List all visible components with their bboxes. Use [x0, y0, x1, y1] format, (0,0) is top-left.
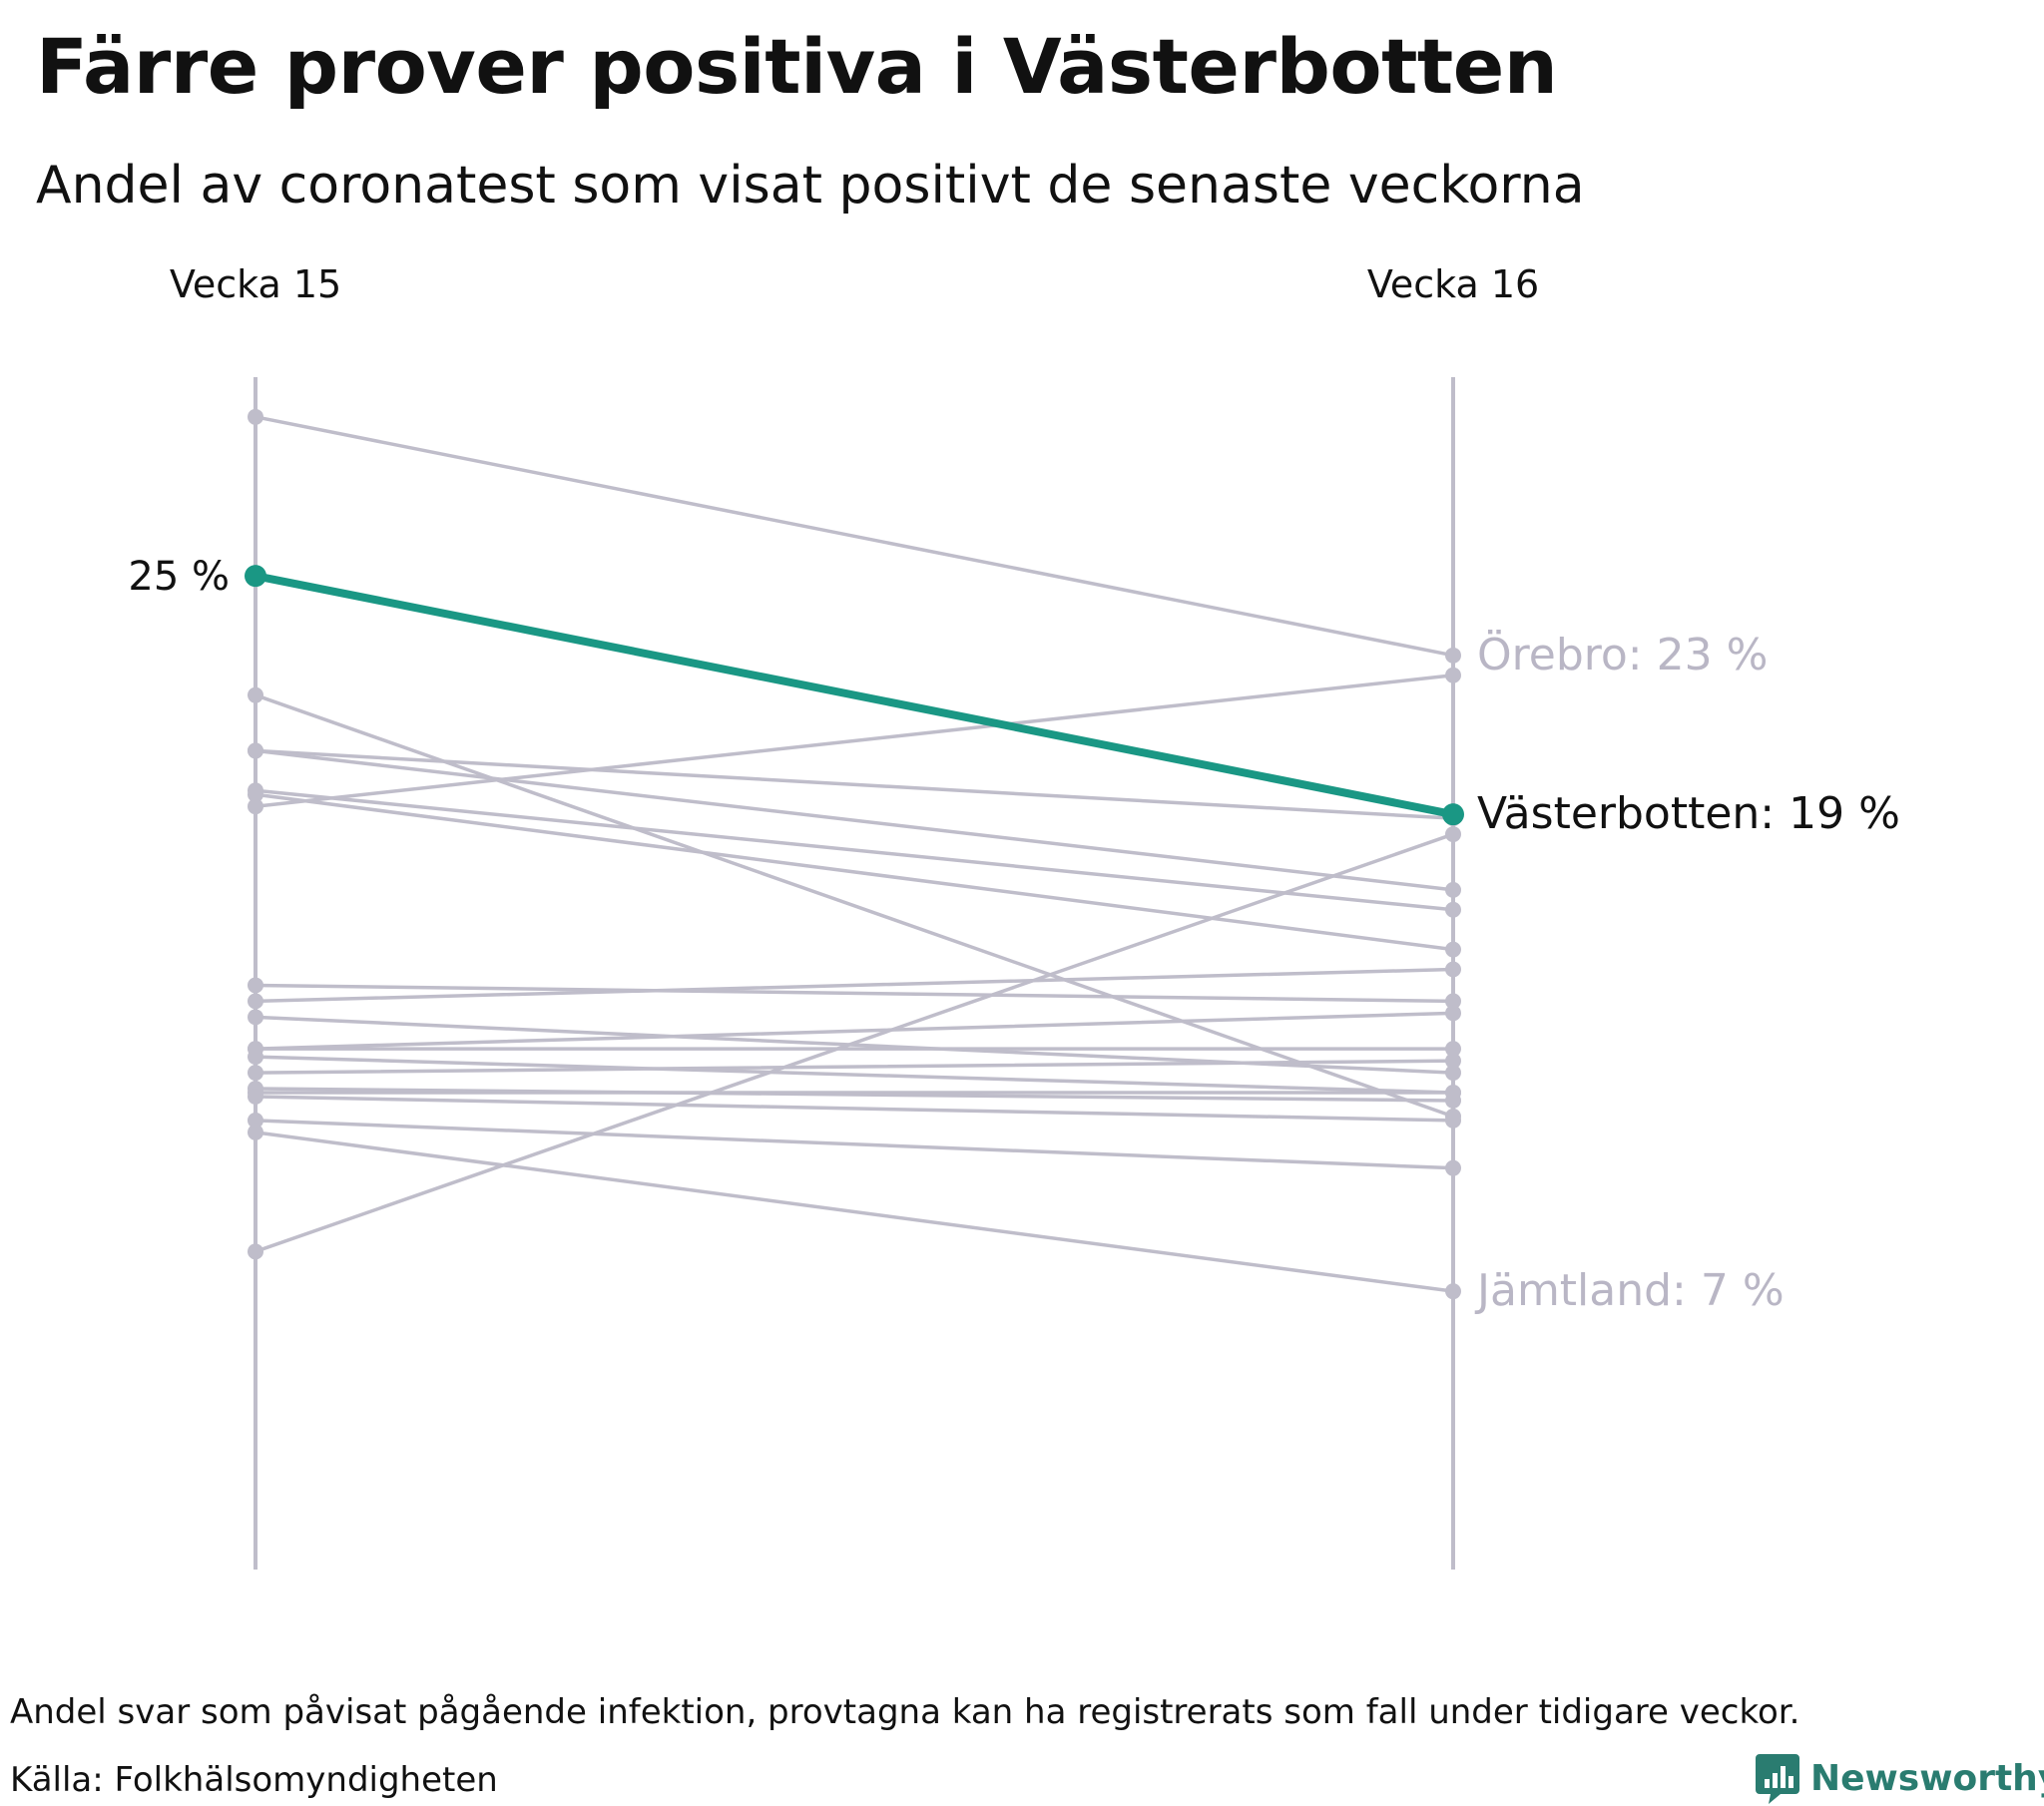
point-end-series-6 — [1445, 881, 1461, 898]
point-end-series-19 — [1445, 1159, 1461, 1176]
chart-title: Färre prover positiva i Västerbotten — [36, 22, 1558, 111]
slope-line-series-8 — [254, 792, 1455, 952]
slope-line-series-10 — [254, 983, 1455, 1004]
brand-logo: Newsworthy — [1755, 1750, 2044, 1806]
slope-line-v-sterbotten — [252, 572, 1457, 819]
point-end-series-17 — [1445, 1092, 1461, 1109]
end-label-j-mtland: Jämtland: 7 % — [1474, 1265, 1785, 1316]
slope-line-series-7 — [254, 788, 1455, 912]
slope-line-series-15 — [254, 1015, 1455, 1075]
point-start-j-mtland — [248, 1124, 263, 1140]
chart-subtitle: Andel av coronatest som visat positivt d… — [36, 156, 1585, 216]
point-start-series-19 — [248, 1112, 263, 1129]
point-end-j-mtland — [1445, 1283, 1461, 1300]
point-start-series-18 — [248, 1088, 263, 1105]
point-start-series-10 — [248, 977, 263, 994]
point-end-series-14 — [1445, 1053, 1461, 1070]
slope-line-series-13 — [254, 1055, 1455, 1095]
column-label-week16: Vecka 16 — [1367, 262, 1539, 306]
end-label-v-sterbotten: Västerbotten: 19 % — [1477, 788, 1900, 839]
point-end-series-11 — [1445, 1005, 1461, 1022]
point-end-series-3 — [1445, 667, 1461, 683]
point-start-series-14 — [248, 1065, 263, 1082]
slope-line-series-5 — [254, 748, 1455, 820]
point-start-series-15 — [248, 1009, 263, 1026]
slope-line-j-mtland — [254, 1130, 1455, 1293]
slope-line-series-9 — [254, 967, 1455, 1004]
point-end-series-9 — [1445, 961, 1461, 978]
slope-line-series-19 — [254, 1119, 1455, 1170]
point-start-series-2 — [248, 1243, 263, 1260]
slope-line-series-11 — [254, 1011, 1455, 1051]
source-credit: Källa: Folkhälsomyndigheten — [10, 1760, 498, 1800]
slope-line-series-17 — [254, 1087, 1455, 1103]
slope-line--rebro — [254, 415, 1455, 658]
slope-line-series-2 — [254, 832, 1455, 1254]
point-end-series-18 — [1445, 1112, 1461, 1129]
end-label--rebro: Örebro: 23 % — [1477, 629, 1768, 680]
point-start--rebro — [248, 408, 263, 425]
point-end-v-sterbotten — [1442, 803, 1464, 826]
point-end-series-10 — [1445, 993, 1461, 1010]
slope-line-series-3 — [254, 674, 1455, 808]
point-end-series-7 — [1445, 901, 1461, 918]
slope-line-series-4 — [254, 692, 1455, 1119]
point-start-series-4 — [248, 686, 263, 703]
footnote: Andel svar som påvisat pågående infektio… — [10, 1692, 1800, 1732]
point-end-series-8 — [1445, 941, 1461, 958]
point-start-series-8 — [248, 786, 263, 803]
slope-line-series-6 — [254, 748, 1455, 892]
slope-line-series-18 — [254, 1095, 1455, 1123]
point-start-series-13 — [248, 1049, 263, 1066]
point-start-series-6 — [248, 742, 263, 759]
point-start-series-3 — [248, 798, 263, 815]
brand-name: Newsworthy — [1810, 1757, 2044, 1799]
start-label-v-sterbotten: 25 % — [128, 554, 230, 600]
column-label-week15: Vecka 15 — [170, 262, 341, 306]
point-end-series-12 — [1445, 1041, 1461, 1058]
point-end-series-2 — [1445, 826, 1461, 843]
point-start-series-9 — [248, 993, 263, 1010]
point-start-v-sterbotten — [245, 565, 266, 588]
newsworthy-logo-icon — [1756, 1754, 1799, 1804]
point-end--rebro — [1445, 647, 1461, 664]
point-end-series-15 — [1445, 1065, 1461, 1082]
